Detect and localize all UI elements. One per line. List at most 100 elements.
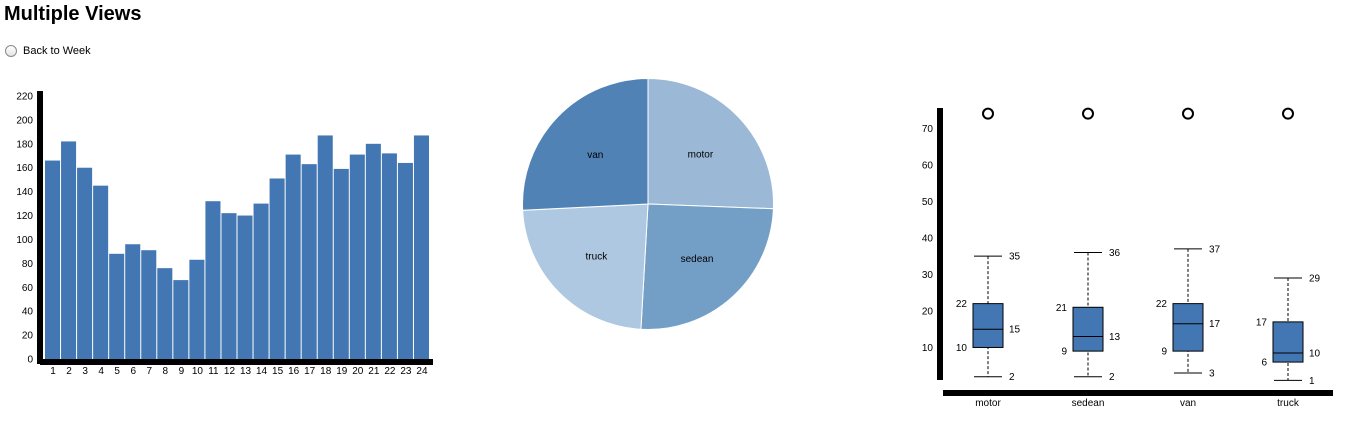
- box-y-tick-label-70: 70: [922, 124, 934, 135]
- y-tick-label-180: 180: [16, 139, 33, 150]
- q3-label-motor: 22: [956, 299, 968, 310]
- max-label-van: 37: [1209, 244, 1221, 255]
- min-label-sedean: 2: [1109, 372, 1115, 383]
- box-x-tick-label-motor: motor: [975, 398, 1001, 409]
- x-tick-label-6: 6: [130, 366, 136, 377]
- y-tick-label-60: 60: [22, 283, 34, 294]
- x-tick-label-2: 2: [66, 366, 72, 377]
- pie-slice-motor: [647, 77, 774, 210]
- bar-10: [189, 259, 205, 359]
- min-label-motor: 2: [1009, 372, 1015, 383]
- y-tick-label-80: 80: [22, 259, 34, 270]
- box-x-tick-label-sedean: sedean: [1072, 398, 1105, 409]
- box-y-tick-label-10: 10: [922, 343, 934, 354]
- y-tick-label-200: 200: [16, 115, 33, 126]
- max-label-motor: 35: [1009, 252, 1021, 263]
- x-tick-label-10: 10: [192, 366, 204, 377]
- box-y-tick-label-40: 40: [922, 233, 934, 244]
- x-tick-label-7: 7: [146, 366, 152, 377]
- back-to-week-option[interactable]: Back to Week: [5, 43, 91, 59]
- box-x-tick-label-van: van: [1180, 398, 1196, 409]
- x-tick-label-4: 4: [98, 366, 104, 377]
- bar-4: [93, 185, 109, 359]
- bar-21: [365, 143, 381, 359]
- x-tick-label-15: 15: [272, 366, 284, 377]
- q1-label-sedean: 9: [1061, 347, 1067, 358]
- x-tick-label-17: 17: [304, 366, 316, 377]
- pie-label-sedean: sedean: [681, 254, 714, 265]
- box-van: [1172, 303, 1204, 352]
- y-tick-label-100: 100: [16, 235, 33, 246]
- bar-20: [349, 154, 365, 359]
- box-y-tick-label-60: 60: [922, 160, 934, 171]
- y-tick-label-40: 40: [22, 307, 34, 318]
- x-tick-label-18: 18: [320, 366, 332, 377]
- median-label-truck: 10: [1309, 348, 1321, 359]
- x-tick-label-14: 14: [256, 366, 268, 377]
- bar-13: [237, 215, 253, 359]
- bar-3: [77, 167, 93, 359]
- outlier-truck-0: [1282, 107, 1294, 120]
- box-y-tick-label-20: 20: [922, 306, 934, 317]
- y-tick-label-0: 0: [27, 355, 33, 366]
- x-tick-label-24: 24: [416, 366, 428, 377]
- x-tick-label-22: 22: [384, 366, 396, 377]
- min-label-van: 3: [1209, 369, 1215, 380]
- x-tick-label-5: 5: [114, 366, 120, 377]
- y-tick-label-140: 140: [16, 187, 33, 198]
- bar-9: [173, 280, 189, 359]
- bar-23: [397, 162, 413, 359]
- box-x-tick-label-truck: truck: [1277, 398, 1300, 409]
- x-tick-label-8: 8: [163, 366, 169, 377]
- median-label-van: 17: [1209, 319, 1221, 330]
- back-to-week-label: Back to Week: [23, 45, 91, 57]
- bar-22: [381, 153, 397, 359]
- q3-label-sedean: 21: [1056, 303, 1068, 314]
- min-label-truck: 1: [1309, 376, 1315, 387]
- box-truck: [1272, 321, 1304, 363]
- x-tick-label-1: 1: [50, 366, 56, 377]
- q3-label-van: 22: [1156, 299, 1168, 310]
- bar-18: [317, 135, 333, 359]
- pie-slice-sedean: [640, 203, 774, 330]
- y-tick-label-220: 220: [16, 92, 33, 103]
- outlier-sedean-0: [1082, 107, 1094, 120]
- pie-slice-van: [522, 77, 649, 211]
- bar-17: [301, 164, 317, 359]
- back-to-week-radio[interactable]: [5, 45, 17, 57]
- x-tick-label-12: 12: [224, 366, 236, 377]
- max-label-truck: 29: [1309, 274, 1321, 285]
- x-tick-label-13: 13: [240, 366, 252, 377]
- outlier-van-0: [1182, 107, 1194, 120]
- bar-14: [253, 203, 269, 359]
- bar-5: [109, 253, 125, 359]
- x-tick-label-16: 16: [288, 366, 300, 377]
- x-tick-label-11: 11: [208, 366, 219, 377]
- q1-label-truck: 6: [1261, 358, 1267, 369]
- x-tick-label-20: 20: [352, 366, 364, 377]
- outlier-motor-0: [982, 107, 994, 120]
- page-title: Multiple Views: [4, 3, 142, 25]
- bar-7: [141, 250, 157, 359]
- q1-label-motor: 10: [956, 343, 968, 354]
- bar-16: [285, 154, 301, 359]
- y-tick-label-120: 120: [16, 211, 33, 222]
- bar-11: [205, 201, 221, 359]
- x-tick-label-19: 19: [336, 366, 348, 377]
- bar-12: [221, 213, 237, 359]
- bar-24: [413, 135, 429, 359]
- box-motor: [972, 303, 1004, 348]
- bar-6: [125, 244, 141, 359]
- pie-label-motor: motor: [688, 150, 714, 161]
- x-tick-label-3: 3: [82, 366, 88, 377]
- bar-15: [269, 178, 285, 359]
- pie-label-truck: truck: [586, 251, 609, 262]
- bar-2: [61, 141, 77, 359]
- bar-19: [333, 168, 349, 359]
- max-label-sedean: 36: [1109, 248, 1121, 259]
- hourly-bar-chart: 1 2 3 4 5 6 7 8 9 10 11 12 13 14 15 16 17 18 19 20 21 22 23 240…: [16, 91, 433, 377]
- q1-label-van: 9: [1161, 347, 1167, 358]
- box-y-tick-label-50: 50: [922, 197, 934, 208]
